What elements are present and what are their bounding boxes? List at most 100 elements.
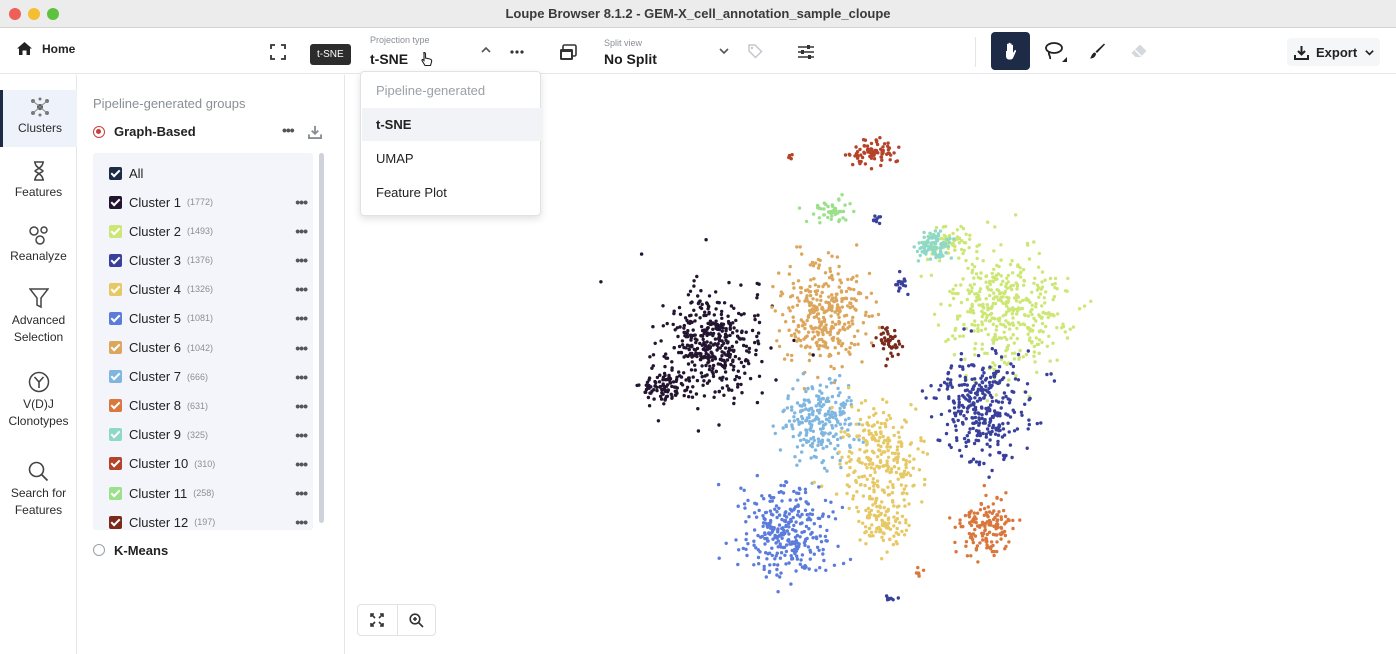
cluster-more-button[interactable]: ••• xyxy=(295,485,308,501)
k-means-label[interactable]: K-Means xyxy=(114,543,169,558)
cluster-more-button[interactable]: ••• xyxy=(295,455,308,472)
cluster-more-button[interactable]: ••• xyxy=(295,194,308,210)
cluster-checkbox[interactable] xyxy=(109,341,122,354)
cluster-more-button[interactable]: ••• xyxy=(295,281,308,298)
more-options-button[interactable] xyxy=(507,42,527,62)
cluster-checkbox[interactable] xyxy=(109,428,122,442)
cluster-more-button[interactable]: ••• xyxy=(295,339,308,356)
zoom-in-icon xyxy=(409,612,424,628)
cluster-more-button[interactable]: ••• xyxy=(295,514,308,531)
minimize-window-button[interactable] xyxy=(28,8,40,20)
graph-based-more-button[interactable]: ••• xyxy=(282,122,295,138)
fit-view-button[interactable] xyxy=(358,605,397,635)
cluster-row[interactable]: Cluster 2 (1493) ••• xyxy=(109,221,309,241)
cluster-checkbox[interactable] xyxy=(109,195,122,209)
cluster-list-scrollbar[interactable] xyxy=(319,153,324,523)
pipeline-groups-title: Pipeline-generated groups xyxy=(93,96,246,111)
cluster-count: (310) xyxy=(194,458,216,469)
cluster-row[interactable]: Cluster 12 (197) ••• xyxy=(109,512,309,532)
chevron-up-icon xyxy=(481,46,491,53)
eraser-tool-button[interactable] xyxy=(1129,41,1149,61)
cluster-row[interactable]: Cluster 10 (310) ••• xyxy=(109,454,309,474)
cluster-row[interactable]: Cluster 3 (1376) ••• xyxy=(109,250,309,270)
home-icon xyxy=(17,42,32,55)
cluster-checkbox[interactable] xyxy=(109,457,122,471)
cluster-row[interactable]: Cluster 1 (1772) ••• xyxy=(109,192,309,212)
window-title: Loupe Browser 8.1.2 - GEM-X_cell_annotat… xyxy=(505,6,891,21)
projection-type-select[interactable]: Projection type t-SNE xyxy=(362,31,498,71)
nav-advanced-selection[interactable]: Advanced Selection xyxy=(0,288,77,346)
cluster-count: (197) xyxy=(194,517,216,528)
nav-reanalyze-label: Reanalyze xyxy=(10,249,67,263)
cluster-checkbox[interactable] xyxy=(109,486,122,500)
close-window-button[interactable] xyxy=(9,8,21,20)
cluster-point-group xyxy=(871,214,883,226)
all-checkbox[interactable] xyxy=(109,166,122,180)
cluster-more-button[interactable]: ••• xyxy=(295,310,308,327)
cluster-checkbox[interactable] xyxy=(109,515,122,529)
cluster-more-button[interactable]: ••• xyxy=(295,426,308,443)
pan-tool-button[interactable] xyxy=(991,32,1030,70)
dropdown-item-umap[interactable]: UMAP xyxy=(376,151,414,166)
tag-button[interactable] xyxy=(745,41,765,61)
home-button[interactable]: Home xyxy=(16,41,75,56)
fullscreen-button[interactable] xyxy=(268,42,288,62)
graph-based-radio[interactable] xyxy=(93,126,105,138)
dropdown-item-tsne[interactable]: t-SNE xyxy=(362,108,541,141)
layers-button[interactable] xyxy=(557,41,579,63)
cluster-checkbox[interactable] xyxy=(109,253,122,267)
cluster-row[interactable]: Cluster 11 (258) ••• xyxy=(109,483,309,503)
nav-search-features[interactable]: Search for Features xyxy=(0,461,77,519)
projection-type-label: Projection type xyxy=(370,35,430,45)
cluster-point-group xyxy=(894,269,910,297)
cluster-name: Cluster 5 xyxy=(129,310,182,326)
cluster-more-button[interactable]: ••• xyxy=(295,223,308,240)
zoom-controls xyxy=(357,604,436,636)
zoom-window-button[interactable] xyxy=(47,8,59,20)
chevron-down-icon xyxy=(719,48,729,55)
cluster-more-button[interactable]: ••• xyxy=(295,252,308,269)
split-view-select[interactable]: Split view No Split xyxy=(597,31,737,71)
cluster-name: Cluster 6 xyxy=(129,340,182,355)
cluster-row[interactable]: Cluster 5 (1081) ••• xyxy=(109,308,309,328)
cluster-point-group xyxy=(797,193,856,225)
nav-reanalyze[interactable]: Reanalyze xyxy=(0,224,77,265)
sliders-icon xyxy=(798,45,814,59)
dropdown-item-feature-plot[interactable]: Feature Plot xyxy=(376,185,447,200)
zoom-in-button[interactable] xyxy=(396,605,436,635)
graph-based-label[interactable]: Graph-Based xyxy=(114,124,196,139)
cluster-count: (1772) xyxy=(187,197,214,207)
cluster-point-group xyxy=(914,565,926,578)
cluster-checkbox[interactable] xyxy=(109,311,122,325)
settings-sliders-button[interactable] xyxy=(795,41,817,63)
cluster-more-button[interactable]: ••• xyxy=(295,397,308,414)
cluster-name: Cluster 12 xyxy=(129,514,189,530)
vdj-icon xyxy=(28,371,49,393)
lasso-tool-button[interactable] xyxy=(1041,40,1069,64)
split-view-value: No Split xyxy=(604,51,657,67)
cluster-row[interactable]: Cluster 8 (631) ••• xyxy=(109,396,309,416)
cluster-more-button[interactable]: ••• xyxy=(295,368,308,385)
cluster-name: Cluster 10 xyxy=(129,456,189,472)
cluster-name: Cluster 4 xyxy=(129,281,182,297)
projection-type-value: t-SNE xyxy=(370,51,409,67)
k-means-radio[interactable] xyxy=(93,544,105,556)
nav-clusters[interactable]: Clusters xyxy=(0,90,77,147)
tsne-scatter-plot[interactable] xyxy=(346,75,1396,654)
cluster-row-all[interactable]: All xyxy=(109,163,309,183)
hourglass-icon xyxy=(33,161,44,181)
download-icon[interactable] xyxy=(308,125,322,139)
cluster-row[interactable]: Cluster 4 (1326) ••• xyxy=(109,279,309,299)
nav-features[interactable]: Features xyxy=(0,161,77,201)
cluster-point-group xyxy=(847,494,911,561)
cluster-checkbox[interactable] xyxy=(109,370,122,384)
cluster-checkbox[interactable] xyxy=(109,224,122,238)
export-button[interactable]: Export xyxy=(1287,38,1380,66)
cluster-row[interactable]: Cluster 6 (1042) ••• xyxy=(109,338,309,358)
cluster-row[interactable]: Cluster 9 (325) ••• xyxy=(109,425,309,445)
cluster-checkbox[interactable] xyxy=(109,399,122,413)
brush-tool-button[interactable] xyxy=(1087,41,1107,61)
cluster-row[interactable]: Cluster 7 (666) ••• xyxy=(109,367,309,387)
nav-vdj-clonotypes[interactable]: V(D)J Clonotypes xyxy=(0,371,77,430)
cluster-checkbox[interactable] xyxy=(109,282,122,296)
